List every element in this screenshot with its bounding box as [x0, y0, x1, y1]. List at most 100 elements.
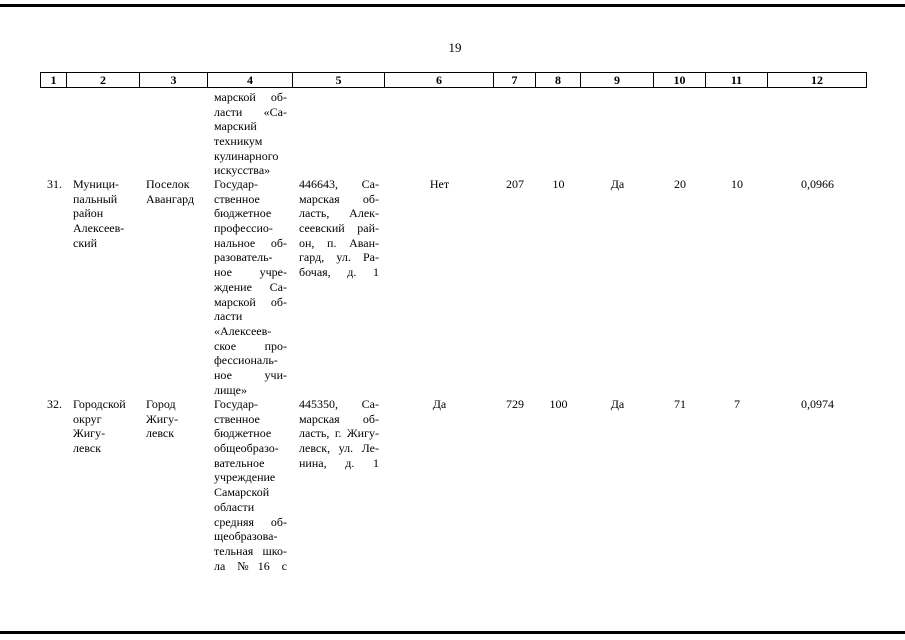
- table-cell: 729: [500, 397, 530, 412]
- cell-line: сеевский рай-: [299, 221, 379, 236]
- cell-line: ласти: [214, 309, 243, 324]
- header-cell: 4: [207, 72, 293, 88]
- page-number: 19: [448, 40, 462, 55]
- cell-line: лище»: [214, 382, 247, 397]
- cell-line: ский: [73, 235, 97, 250]
- header-cell: 2: [66, 72, 140, 88]
- table-cell: 7: [712, 397, 762, 412]
- cell-line: марской об-: [214, 294, 287, 309]
- cell-line: Муници-: [73, 177, 120, 191]
- cell-line: Да: [432, 397, 447, 411]
- cell-line: 100: [549, 397, 568, 411]
- header-cell: 1: [40, 72, 67, 88]
- table-cell: Государ-ственное бюджетное общеобразо-вате…: [214, 397, 287, 573]
- table-cell: 31.: [47, 177, 62, 192]
- top-rule: [0, 4, 905, 7]
- cell-line: кулинарного: [214, 148, 279, 163]
- cell-line: ла №16 с: [214, 558, 287, 573]
- cell-line: нальное об-: [214, 235, 287, 250]
- cell-line: 445350, Са-: [299, 397, 379, 411]
- cell-line: 10: [552, 177, 565, 191]
- cell-line: 7: [734, 397, 740, 411]
- cell-line: левск: [146, 426, 175, 441]
- table-cell: Муници-пальный район Алексеев-ский: [73, 177, 134, 250]
- cell-line: 32.: [47, 397, 62, 411]
- cell-line: Жигу-: [146, 411, 179, 426]
- cell-line: ное учи-: [214, 367, 287, 382]
- table-cell: Да: [587, 397, 648, 412]
- table-cell: 207: [500, 177, 530, 192]
- cell-line: 0,0974: [801, 397, 834, 411]
- cell-line: бюджетное: [214, 426, 272, 441]
- table-cell: Поселок Авангард: [146, 177, 202, 206]
- cell-line: «Алексеев-: [214, 323, 272, 338]
- table-cell: 100: [542, 397, 575, 412]
- cell-line: 446643, Са-: [299, 177, 379, 191]
- cell-line: ное учре-: [214, 265, 287, 280]
- cell-line: вательное: [214, 455, 265, 470]
- cell-line: Государ-: [214, 177, 259, 191]
- table-cell: 20: [660, 177, 700, 192]
- table-cell: 71: [660, 397, 700, 412]
- cell-line: бюджетное: [214, 206, 272, 221]
- header-cell: 12: [767, 72, 867, 88]
- cell-line: ское про-: [214, 338, 287, 353]
- cell-line: Государ-: [214, 397, 259, 411]
- cell-line: Нет: [429, 177, 450, 191]
- cell-line: 207: [506, 177, 524, 191]
- table-cell: Да: [391, 397, 488, 412]
- header-cell: 6: [384, 72, 494, 88]
- cell-line: ласть, г. Жигу-: [299, 426, 379, 441]
- table-cell: Да: [587, 177, 648, 192]
- cell-line: средняя об-: [214, 514, 287, 529]
- cell-line: Жигу-: [73, 426, 106, 441]
- cell-line: общеобразо-: [214, 441, 279, 456]
- cell-line: тельная шко-: [214, 543, 287, 558]
- cell-line: бочая, д. 1: [299, 265, 379, 280]
- cell-line: марской об-: [214, 90, 287, 104]
- header-cell: 11: [705, 72, 768, 88]
- cell-line: пальный: [73, 191, 118, 206]
- header-cell: 5: [292, 72, 385, 88]
- cell-line: 729: [506, 397, 524, 411]
- cell-line: Самарской: [214, 485, 270, 500]
- cell-line: марский: [214, 119, 257, 134]
- cell-line: Да: [610, 397, 625, 411]
- cell-line: 20: [674, 177, 686, 191]
- table-cell: 32.: [47, 397, 62, 412]
- cell-line: ласть, Алек-: [299, 206, 379, 221]
- cell-line: Авангард: [146, 191, 195, 206]
- header-cell: 8: [535, 72, 581, 88]
- table-cell: Город Жигу-левск: [146, 397, 202, 441]
- cell-line: ждение Са-: [214, 279, 287, 294]
- cell-line: ласти «Са-: [214, 104, 287, 119]
- cell-line: 0,0966: [801, 177, 834, 191]
- table-cell: 0,0966: [774, 177, 861, 192]
- header-cell: 7: [493, 72, 536, 88]
- cell-line: левск: [73, 441, 102, 456]
- cell-line: марская об-: [299, 191, 379, 206]
- cell-line: нина, д. 1: [299, 455, 379, 470]
- cell-line: Алексеев-: [73, 221, 125, 236]
- cell-line: округ: [73, 411, 102, 426]
- cell-line: ственное: [214, 411, 260, 426]
- table-cell: Городской округ Жигу-левск: [73, 397, 134, 456]
- cell-line: техникум: [214, 134, 263, 149]
- bottom-rule: [0, 631, 905, 634]
- cell-line: Город: [146, 397, 176, 411]
- cell-line: Городской: [73, 397, 126, 411]
- cell-line: учреждение: [214, 470, 276, 485]
- cell-line: области: [214, 499, 255, 514]
- cell-line: профессио-: [214, 221, 273, 236]
- cell-line: район: [73, 206, 104, 221]
- cell-line: гард, ул. Ра-: [299, 250, 379, 265]
- header-cell: 3: [139, 72, 208, 88]
- table-cell: 10: [712, 177, 762, 192]
- table-cell: Нет: [391, 177, 488, 192]
- table-cell: марской об-ласти «Са-марский техникум кули…: [214, 90, 287, 178]
- header-cell: 10: [653, 72, 706, 88]
- cell-line: он, п. Аван-: [299, 235, 379, 250]
- cell-line: ственное: [214, 191, 260, 206]
- cell-line: фессиональ-: [214, 353, 278, 368]
